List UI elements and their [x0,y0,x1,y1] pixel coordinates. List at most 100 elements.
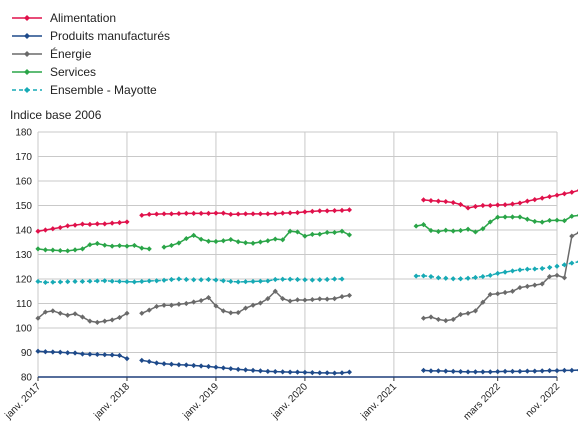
data-point [161,244,167,250]
y-tick-label: 150 [15,201,32,212]
data-point [116,243,123,249]
data-point [480,369,486,375]
data-point [154,303,160,310]
data-point [87,318,93,324]
data-point [265,296,271,302]
data-point [131,242,137,249]
data-point [50,349,56,355]
data-point [502,289,508,296]
data-point [517,284,523,291]
data-point [532,218,538,225]
data-point [191,232,197,238]
data-point [524,283,530,289]
data-point [443,368,449,374]
x-axis-ticks: janv. 2017 janv. 2018 janv. 2019 janv. 2020… [3,377,563,423]
data-point [420,197,427,203]
data-point [213,210,219,216]
data-point [480,202,486,209]
data-point [539,281,545,287]
legend-label: Alimentation [50,11,116,25]
data-point [495,214,501,220]
data-point [124,279,130,285]
data-point [428,198,434,204]
data-point [272,236,278,242]
data-point [443,318,449,324]
data-point [472,274,479,281]
data-point [243,211,249,217]
data-point [472,308,479,314]
y-tick-label: 120 [15,275,32,286]
data-point [57,349,63,355]
data-point [502,202,508,208]
data-point [50,247,56,253]
data-point [309,208,315,214]
data-point [72,222,78,228]
data-point [554,368,560,374]
data-point [42,227,49,233]
data-point [294,276,301,283]
data-point [317,296,323,302]
data-point [250,240,256,246]
data-point [458,369,464,375]
data-point [495,270,501,276]
data-point [480,226,486,232]
series-ensemble-mayotte [35,260,578,286]
data-point [509,268,516,274]
data-point [495,202,501,208]
data-point [257,211,264,217]
y-tick-label: 80 [21,373,33,384]
data-point [287,210,293,216]
data-point [272,369,278,375]
data-point [517,368,523,374]
data-point [569,233,575,239]
legend-marker [24,51,30,57]
data-point [435,275,441,281]
data-point [146,211,152,217]
data-point [539,265,545,272]
data-point [532,282,538,288]
x-tick-label: janv. 2020 [269,381,310,422]
data-point [205,238,212,244]
data-point [109,243,115,249]
data-point [228,236,234,243]
data-point [450,199,456,206]
data-point [109,352,115,358]
data-point [287,369,293,375]
data-point [532,197,538,203]
data-point [176,210,182,217]
data-point [139,245,145,251]
x-tick-label: mars 2022 [462,381,503,422]
data-point [72,350,78,356]
data-point [79,246,86,252]
data-point [176,240,182,246]
data-point [487,219,493,225]
data-point [294,297,301,303]
data-point [413,223,419,229]
data-point [257,300,264,306]
data-point [198,297,204,304]
data-point [331,276,338,282]
data-point [346,292,352,299]
y-tick-label: 180 [15,128,32,139]
data-point [458,311,464,318]
data-point [50,279,56,285]
data-point [235,279,241,285]
data-point [116,314,123,321]
data-point [465,226,471,232]
data-point [546,264,553,271]
data-point [450,368,456,374]
data-point [346,232,352,238]
data-point [87,278,93,284]
data-point [65,312,71,318]
data-point [309,277,315,283]
x-tick-label: nov. 2022 [524,381,563,420]
data-point [205,210,212,216]
data-point [176,362,182,368]
data-point [124,356,130,362]
data-point [154,360,160,366]
data-point [339,228,345,234]
data-point [161,211,167,217]
data-point [294,229,301,235]
legend-item: Services [12,65,96,79]
